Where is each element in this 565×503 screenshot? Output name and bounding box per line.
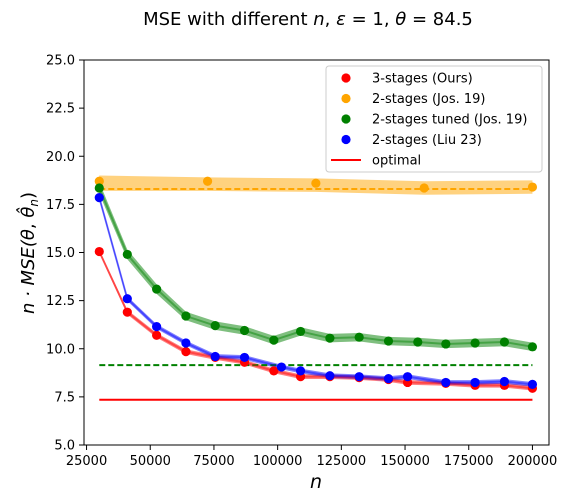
point-2-stages-liu-23 — [441, 377, 451, 388]
point-2-stages-tuned-jos-19 — [383, 336, 394, 346]
point-2-stages-liu-23 — [181, 338, 191, 348]
point-3-stages-ours — [152, 330, 162, 340]
legend-label-2-stages-jos-19: 2-stages (Jos. 19) — [372, 92, 485, 107]
series-points — [94, 176, 538, 393]
reference-lines — [99, 187, 533, 401]
y-tick-label: 20.0 — [46, 150, 75, 165]
title-theta-value: = 84.5 — [406, 9, 473, 30]
point-2-stages-jos-19 — [94, 176, 104, 186]
point-2-stages-liu-23 — [402, 372, 413, 382]
title-epsilon: ε — [336, 9, 346, 30]
y-axis-label: n · MSE(θ, θ̂n) — [16, 192, 41, 314]
y-tick-label: 17.5 — [46, 198, 75, 213]
x-tick-label: 150000 — [380, 454, 430, 469]
legend-marker-3-stages-ours — [341, 73, 351, 83]
x-tick-label: 25000 — [66, 454, 107, 469]
title-epsilon-value: = 1, — [346, 9, 395, 30]
x-tick-label: 175000 — [444, 454, 494, 469]
y-tick-label: 15.0 — [46, 246, 75, 261]
point-3-stages-ours — [181, 347, 191, 357]
line-2-stages-liu-23 — [98, 197, 533, 386]
point-2-stages-liu-23 — [152, 322, 162, 332]
point-2-stages-liu-23 — [325, 371, 335, 381]
legend-label-optimal: optimal — [372, 154, 421, 169]
point-2-stages-tuned-jos-19 — [325, 333, 335, 343]
line-2-stages-tuned-jos-19 — [98, 187, 533, 348]
point-2-stages-tuned-jos-19 — [94, 183, 104, 193]
point-2-stages-liu-23 — [94, 193, 104, 203]
point-3-stages-ours — [94, 246, 104, 257]
y-tick-label: 5.0 — [54, 439, 75, 454]
point-2-stages-liu-23 — [383, 373, 394, 384]
y-tick-label: 22.5 — [46, 102, 75, 117]
point-2-stages-liu-23 — [210, 351, 220, 362]
point-2-stages-jos-19 — [419, 183, 429, 193]
point-2-stages-tuned-jos-19 — [470, 338, 480, 348]
y-tick-label: 10.0 — [46, 342, 75, 357]
legend-box — [325, 65, 543, 173]
line-3-stages-ours — [98, 251, 533, 390]
error-bands — [99, 175, 533, 391]
title-prefix: MSE with different — [143, 9, 313, 30]
x-axis-label: n — [310, 471, 322, 493]
point-2-stages-liu-23 — [527, 379, 538, 389]
point-2-stages-liu-23 — [122, 294, 132, 304]
y-tick-label: 7.5 — [54, 390, 75, 405]
x-axis: 25000 50000 75000 100000 125000 150000 175000 2… — [66, 445, 557, 469]
legend-label-3-stages-ours: 3-stages (Ours) — [372, 72, 473, 87]
point-2-stages-tuned-jos-19 — [527, 342, 538, 352]
legend-marker-2-stages-jos-19 — [341, 93, 351, 104]
y-tick-label: 25.0 — [46, 54, 75, 69]
band-2-stages-liu-23 — [99, 195, 533, 387]
x-tick-label: 125000 — [317, 454, 367, 469]
point-2-stages-jos-19 — [202, 176, 213, 186]
x-tick-label: 200000 — [508, 454, 558, 469]
point-2-stages-tuned-jos-19 — [295, 326, 306, 337]
ylabel-thetahat: θ̂ — [16, 207, 39, 218]
point-3-stages-ours — [122, 307, 132, 317]
ylabel-prefix: n · MSE( — [18, 239, 39, 314]
x-tick-label: 75000 — [193, 454, 234, 469]
band-2-stages-tuned-jos-19 — [99, 182, 533, 352]
legend-label-2-stages-liu-23: 2-stages (Liu 23) — [372, 133, 482, 148]
point-2-stages-tuned-jos-19 — [354, 332, 364, 342]
x-tick-label: 50000 — [130, 454, 171, 469]
chart-title: MSE with different n, ε = 1, θ = 84.5 — [143, 9, 473, 30]
point-2-stages-tuned-jos-19 — [441, 339, 451, 349]
legend: 3-stages (Ours) 2-stages (Jos. 19) 2-stage… — [325, 65, 543, 173]
x-tick-label: 100000 — [253, 454, 303, 469]
legend-marker-2-stages-liu-23 — [341, 134, 351, 145]
point-2-stages-tuned-jos-19 — [269, 335, 279, 345]
point-2-stages-tuned-jos-19 — [499, 337, 510, 347]
point-2-stages-liu-23 — [239, 352, 250, 363]
title-n: n — [313, 9, 324, 30]
point-2-stages-liu-23 — [470, 377, 480, 388]
point-3-stages-ours — [269, 366, 279, 376]
ylabel-sep: , — [18, 218, 39, 229]
point-2-stages-liu-23 — [499, 376, 510, 387]
point-2-stages-tuned-jos-19 — [181, 311, 191, 321]
point-2-stages-tuned-jos-19 — [210, 321, 220, 331]
point-2-stages-liu-23 — [295, 366, 306, 376]
ylabel-subscript: n — [27, 199, 41, 207]
legend-marker-2-stages-tuned-jos-19 — [341, 114, 351, 124]
point-2-stages-tuned-jos-19 — [239, 325, 250, 336]
y-axis: 5.0 7.5 10.0 12.5 15.0 17.5 20.0 22.5 25.0 — [46, 54, 84, 454]
point-2-stages-liu-23 — [354, 372, 364, 382]
legend-label-2-stages-tuned-jos-19: 2-stages tuned (Jos. 19) — [372, 113, 527, 128]
title-sep: , — [325, 9, 336, 30]
ylabel-suffix: ) — [18, 192, 39, 199]
point-2-stages-tuned-jos-19 — [122, 249, 132, 260]
y-tick-label: 12.5 — [46, 294, 75, 309]
point-2-stages-jos-19 — [527, 182, 538, 192]
band-3-stages-ours — [99, 249, 533, 391]
point-2-stages-jos-19 — [311, 178, 321, 188]
point-2-stages-tuned-jos-19 — [413, 337, 423, 347]
point-2-stages-tuned-jos-19 — [152, 284, 162, 294]
ylabel-theta: θ — [18, 229, 39, 240]
title-theta: θ — [395, 9, 406, 30]
point-2-stages-liu-23 — [276, 362, 287, 372]
series-lines — [98, 187, 533, 390]
